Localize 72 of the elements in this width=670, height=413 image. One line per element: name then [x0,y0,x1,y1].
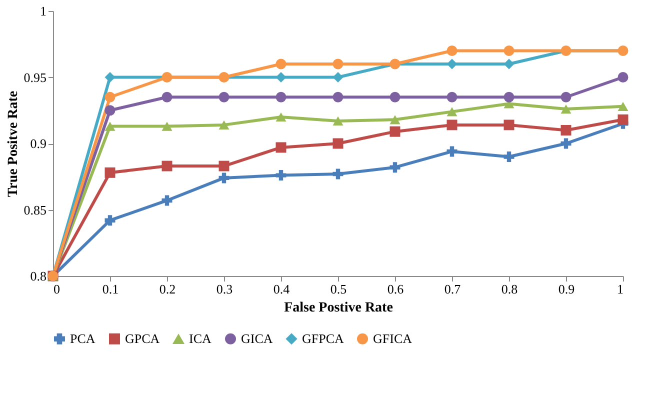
point [390,92,400,102]
point [332,72,344,82]
point [560,138,572,149]
y-tick-label: 0.8 [30,268,46,284]
legend-label: ICA [189,331,212,346]
x-tick-label: 0.5 [330,282,347,296]
point [390,115,400,124]
point [104,105,116,116]
point [276,142,286,153]
point [162,92,172,102]
point [276,58,286,70]
y-tick-label: 1 [40,4,46,18]
point [104,122,116,131]
point [446,46,458,56]
x-tick-label: 0.9 [558,282,575,296]
legend-label: PCA [70,330,96,346]
point [332,138,344,149]
point [560,125,572,136]
x-tick-label: 0.1 [102,282,119,296]
point [332,92,344,102]
point [218,92,230,102]
point [332,168,344,180]
point [162,122,172,131]
point [504,152,514,162]
point [218,120,230,130]
y-tick-label: 0.9 [30,136,46,151]
x-tick-label: 1 [617,282,624,296]
point [446,107,458,116]
point [332,116,344,126]
point [276,92,286,102]
point [276,72,286,82]
point [104,72,116,82]
legend-label: GPCA [125,330,160,346]
point [446,92,458,102]
point [446,58,458,70]
point [618,102,628,111]
point [504,92,514,102]
y-tick-label: 0.95 [24,70,46,85]
y-tick-label: 0.85 [24,202,46,218]
point [560,104,572,114]
point [104,215,116,226]
point [104,92,116,102]
x-tick-label: 0 [54,282,60,296]
point [218,160,230,172]
x-axis-title: False Postive Rate [284,300,393,316]
point [390,162,400,173]
point [504,46,514,56]
point [446,146,458,157]
x-tick-label: 0.6 [387,282,404,296]
legend-label: GFPCA [302,330,345,346]
point [504,58,514,70]
point [390,126,400,137]
point [276,170,286,181]
point [618,114,628,125]
point [618,72,628,82]
point [446,120,458,130]
point [104,167,116,178]
point [162,195,172,206]
point [560,92,572,102]
x-tick-label: 0.4 [273,282,290,296]
point [332,58,344,70]
y-axis-title: True Positve Rate [6,90,21,198]
x-tick-label: 0.2 [159,282,176,296]
point [218,172,230,184]
legend-label: GFICA [373,330,413,346]
x-tick-label: 0.8 [501,282,518,296]
x-tick-label: 0.3 [216,282,233,296]
legend-label: GICA [241,330,274,346]
point [504,120,514,130]
point [276,112,286,122]
x-tick-label: 0.7 [444,282,462,296]
point [162,160,172,172]
